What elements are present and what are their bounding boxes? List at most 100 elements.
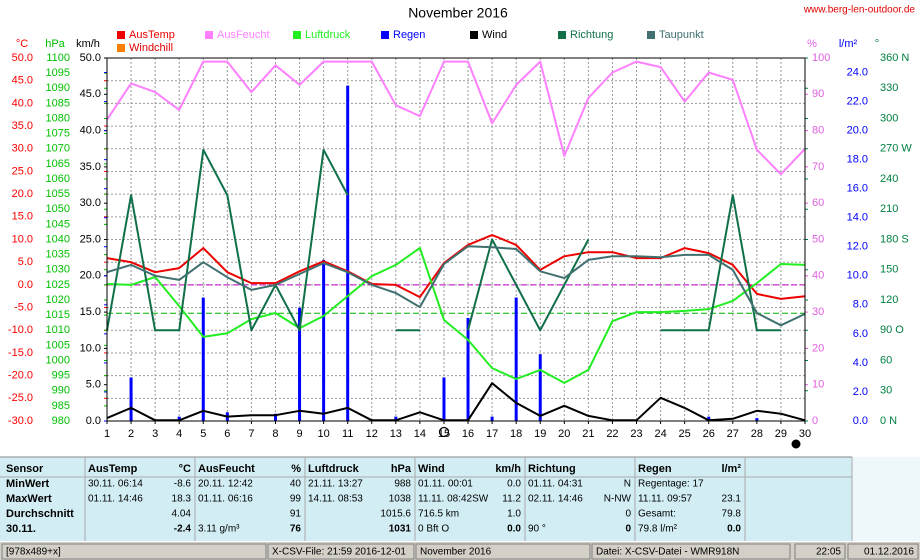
status-text: November 2016 — [420, 547, 492, 558]
cell-label: 716.5 km — [418, 509, 459, 520]
y-tick-label: 1025 — [46, 279, 70, 291]
y-tick-label: -20.0 — [8, 370, 33, 382]
y-tick-label: 0.0 — [853, 415, 868, 427]
legend-swatch — [558, 31, 566, 39]
x-tick-label: 25 — [679, 428, 691, 440]
column-header: Richtung — [528, 463, 576, 475]
y-tick-label: -25.0 — [8, 392, 33, 404]
status-text: 22:05 — [816, 547, 841, 558]
rain-bar — [177, 416, 181, 421]
y-tick-label: 1085 — [46, 97, 70, 109]
cell-value: N — [624, 479, 631, 490]
y-tick-label: 1040 — [46, 233, 70, 245]
plot-border — [106, 57, 806, 422]
x-tick-label: 3 — [152, 428, 158, 440]
y-tick-label: 990 — [52, 385, 70, 397]
status-panel — [1, 543, 267, 560]
y-tick-label: 35.0 — [80, 161, 101, 173]
x-tick-label: 29 — [775, 428, 787, 440]
column-unit: °C — [179, 463, 191, 475]
column-header: Luftdruck — [308, 463, 360, 475]
y-tick-label: 10.0 — [847, 270, 868, 282]
column-unit: l/m² — [721, 463, 741, 475]
legend-label: Windchill — [129, 42, 173, 54]
column-header: Regen — [638, 463, 672, 475]
y-tick-label: -15.0 — [8, 347, 33, 359]
x-tick-label: 13 — [390, 428, 402, 440]
cell-label: 01.11. 06:16 — [198, 494, 253, 505]
column-header: AusFeucht — [198, 463, 255, 475]
y-tick-label: 1050 — [46, 203, 70, 215]
status-panel — [415, 543, 591, 560]
cell-label: Regentage: 17 — [638, 479, 704, 490]
y-tick-label: 0.0 — [86, 415, 101, 427]
legend-label: Wind — [482, 29, 507, 41]
axis-unit: l/m² — [839, 38, 858, 50]
y-tick-label: 20 — [812, 342, 824, 354]
cell-label: 30.11. 06:14 — [88, 479, 143, 490]
y-tick-label: 80 — [812, 125, 824, 137]
y-tick-label: 1045 — [46, 218, 70, 230]
y-tick-label: 60 — [880, 354, 892, 366]
moon-new — [791, 439, 801, 449]
y-tick-label: 90 O — [880, 324, 904, 336]
y-tick-label: 100 — [812, 52, 830, 64]
rain-bar — [707, 416, 711, 421]
x-tick-label: 26 — [703, 428, 715, 440]
axis-unit: hPa — [45, 38, 65, 50]
y-tick-label: 1090 — [46, 82, 70, 94]
y-tick-label: 20.0 — [847, 125, 868, 137]
y-tick-label: 8.0 — [853, 299, 868, 311]
stats-background — [0, 457, 852, 541]
legend-swatch — [205, 31, 213, 39]
axis-unit: % — [807, 38, 817, 50]
rain-bar — [755, 418, 759, 421]
cell-value: 11.2 — [502, 494, 521, 505]
row-label: Sensor — [6, 463, 44, 475]
y-tick-label: 1065 — [46, 158, 70, 170]
y-tick-label: 300 — [880, 112, 898, 124]
cell-value: 0 — [625, 509, 631, 520]
x-tick-label: 30 — [799, 428, 811, 440]
axis-unit: °C — [16, 38, 28, 50]
y-tick-label: 10.0 — [80, 342, 101, 354]
y-tick-label: 995 — [52, 370, 70, 382]
legend-swatch — [117, 44, 125, 52]
cell-value: 0.0 — [727, 524, 741, 535]
cell-label: 01.11. 00:01 — [418, 479, 473, 490]
y-tick-label: 150 — [880, 264, 898, 276]
y-tick-label: 14.0 — [847, 212, 868, 224]
row-label: 30.11. — [6, 523, 36, 535]
y-tick-label: 5.0 — [18, 256, 33, 268]
x-tick-label: 15 — [438, 428, 450, 440]
status-panel — [591, 543, 791, 560]
cell-value: -2.4 — [174, 524, 192, 535]
y-tick-label: 30 — [812, 306, 824, 318]
y-tick-label: 40 — [812, 270, 824, 282]
status-panel — [847, 543, 919, 560]
y-tick-label: 1010 — [46, 324, 70, 336]
y-tick-label: 10.0 — [12, 233, 33, 245]
cell-value: 79.8 — [722, 509, 742, 520]
column-header: AusTemp — [88, 463, 138, 475]
cell-value: 0.0 — [507, 479, 521, 490]
y-tick-label: 240 — [880, 173, 898, 185]
x-tick-label: 8 — [272, 428, 278, 440]
x-tick-label: 14 — [414, 428, 426, 440]
y-tick-label: 2.0 — [853, 386, 868, 398]
x-tick-label: 24 — [654, 428, 666, 440]
cell-value: 23.1 — [722, 494, 742, 505]
y-tick-label: 1070 — [46, 143, 70, 155]
cell-label: 0 Bft O — [418, 524, 449, 535]
y-tick-label: 1015 — [46, 309, 70, 321]
y-tick-label: 5.0 — [86, 379, 101, 391]
legend-swatch — [647, 31, 655, 39]
y-tick-label: 1005 — [46, 339, 70, 351]
cell-label: 11.11. 08:42SW — [418, 494, 489, 505]
rain-bar — [538, 354, 542, 421]
status-text: Datei: X-CSV-Datei - WMR918N — [596, 547, 739, 558]
x-tick-label: 18 — [510, 428, 522, 440]
x-tick-label: 1 — [104, 428, 110, 440]
cell-label: 90 ° — [528, 524, 546, 535]
status-text: 01.12.2016 — [864, 547, 914, 558]
